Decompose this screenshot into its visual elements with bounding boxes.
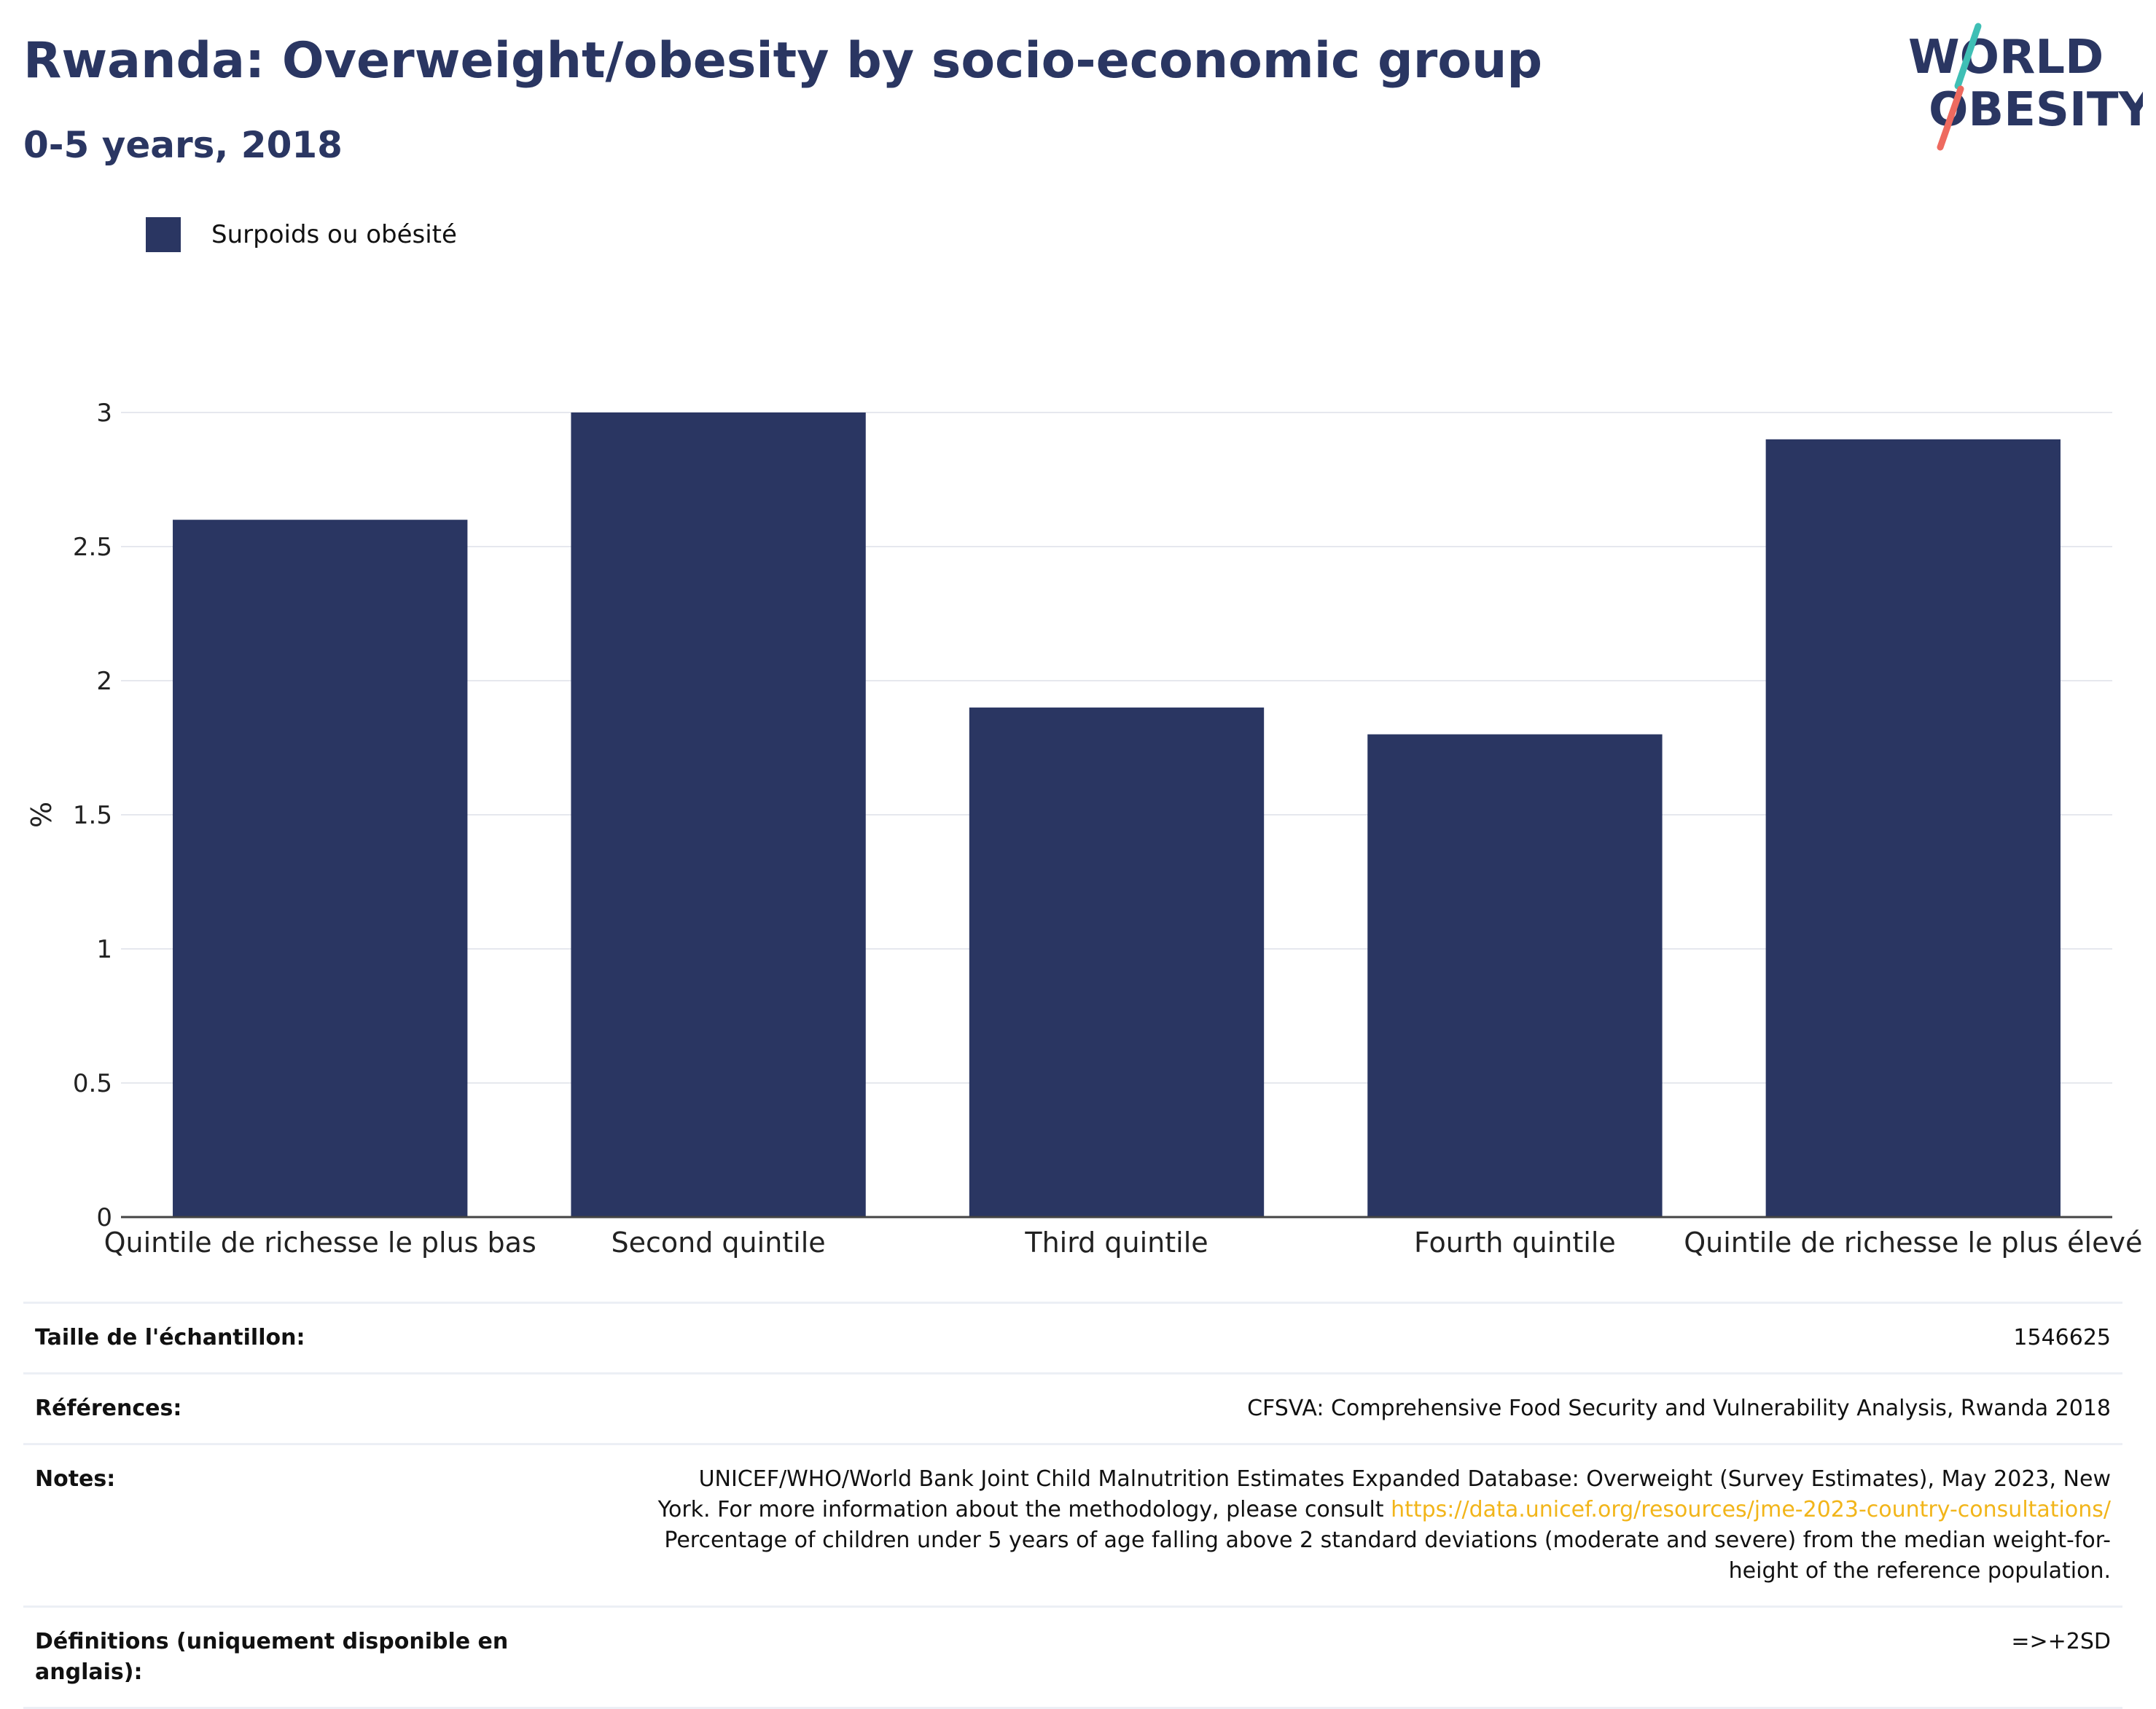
x-tick-label: Third quintile: [1024, 1227, 1208, 1259]
y-axis-title: %: [26, 802, 58, 828]
bar: [571, 412, 866, 1217]
sample-size-value: 1546625: [528, 1302, 2122, 1374]
detail-row-references: Références: CFSVA: Comprehensive Food Se…: [23, 1372, 2122, 1444]
notes-label: Notes:: [23, 1443, 528, 1607]
logo-line-1: WORLD: [1908, 31, 2104, 85]
notes-line-3: Percentage of children under 5 years of …: [664, 1528, 2111, 1553]
references-label: Références:: [23, 1372, 528, 1444]
bar: [1367, 734, 1663, 1217]
notes-value: UNICEF/WHO/World Bank Joint Child Malnut…: [528, 1443, 2122, 1607]
chart-title: Rwanda: Overweight/obesity by socio-econ…: [23, 32, 1543, 90]
x-tick-label: Second quintile: [612, 1227, 826, 1259]
world-obesity-logo: WORLD OBESITY: [1908, 23, 2143, 151]
detail-row-definitions: Définitions (uniquement disponible en an…: [23, 1606, 2122, 1709]
bar: [1765, 439, 2061, 1217]
y-tick-label: 2.5: [73, 533, 112, 562]
y-tick-label: 3: [96, 399, 112, 428]
x-tick-label: Quintile de richesse le plus bas: [104, 1227, 536, 1259]
notes-line-2: York. For more information about the met…: [657, 1497, 1391, 1522]
definitions-value: =>+2SD: [528, 1606, 2122, 1709]
y-tick-label: 1.5: [73, 801, 112, 830]
y-tick-label: 2: [96, 667, 112, 696]
chart-subtitle: 0-5 years, 2018: [23, 124, 343, 166]
bar-chart: 0 0.5 1 1.5 2 2.5 3% Quintile de richesse le pl…: [26, 399, 2142, 1259]
y-tick-label: 0.5: [73, 1069, 112, 1098]
bar: [173, 520, 468, 1217]
notes-line-4: height of the reference population.: [1728, 1558, 2111, 1584]
logo-line-2: OBESITY: [1929, 83, 2143, 137]
logo-coral-slash: [1937, 85, 1964, 151]
y-tick-label: 0: [96, 1203, 112, 1232]
definitions-label: Définitions (uniquement disponible en an…: [23, 1606, 528, 1709]
legend-swatch: [146, 217, 181, 252]
x-tick-label: Fourth quintile: [1414, 1227, 1616, 1259]
detail-row-notes: Notes: UNICEF/WHO/World Bank Joint Child…: [23, 1443, 2122, 1607]
x-tick-label: Quintile de richesse le plus élevé: [1684, 1227, 2142, 1259]
chart-legend[interactable]: Surpoids ou obésité: [146, 216, 457, 254]
detail-row-sample-size: Taille de l'échantillon: 1546625: [23, 1302, 2122, 1374]
notes-line-1: UNICEF/WHO/World Bank Joint Child Malnut…: [698, 1466, 2111, 1492]
references-value: CFSVA: Comprehensive Food Security and V…: [528, 1372, 2122, 1444]
notes-link[interactable]: https://data.unicef.org/resources/jme-20…: [1391, 1497, 2111, 1522]
bar: [969, 707, 1265, 1217]
logo-teal-slash: [1954, 23, 1982, 90]
sample-size-label: Taille de l'échantillon:: [23, 1302, 528, 1374]
y-tick-label: 1: [96, 935, 112, 964]
details-table: Taille de l'échantillon: 1546625 Référen…: [23, 1302, 2122, 1709]
legend-label: Surpoids ou obésité: [211, 220, 457, 249]
